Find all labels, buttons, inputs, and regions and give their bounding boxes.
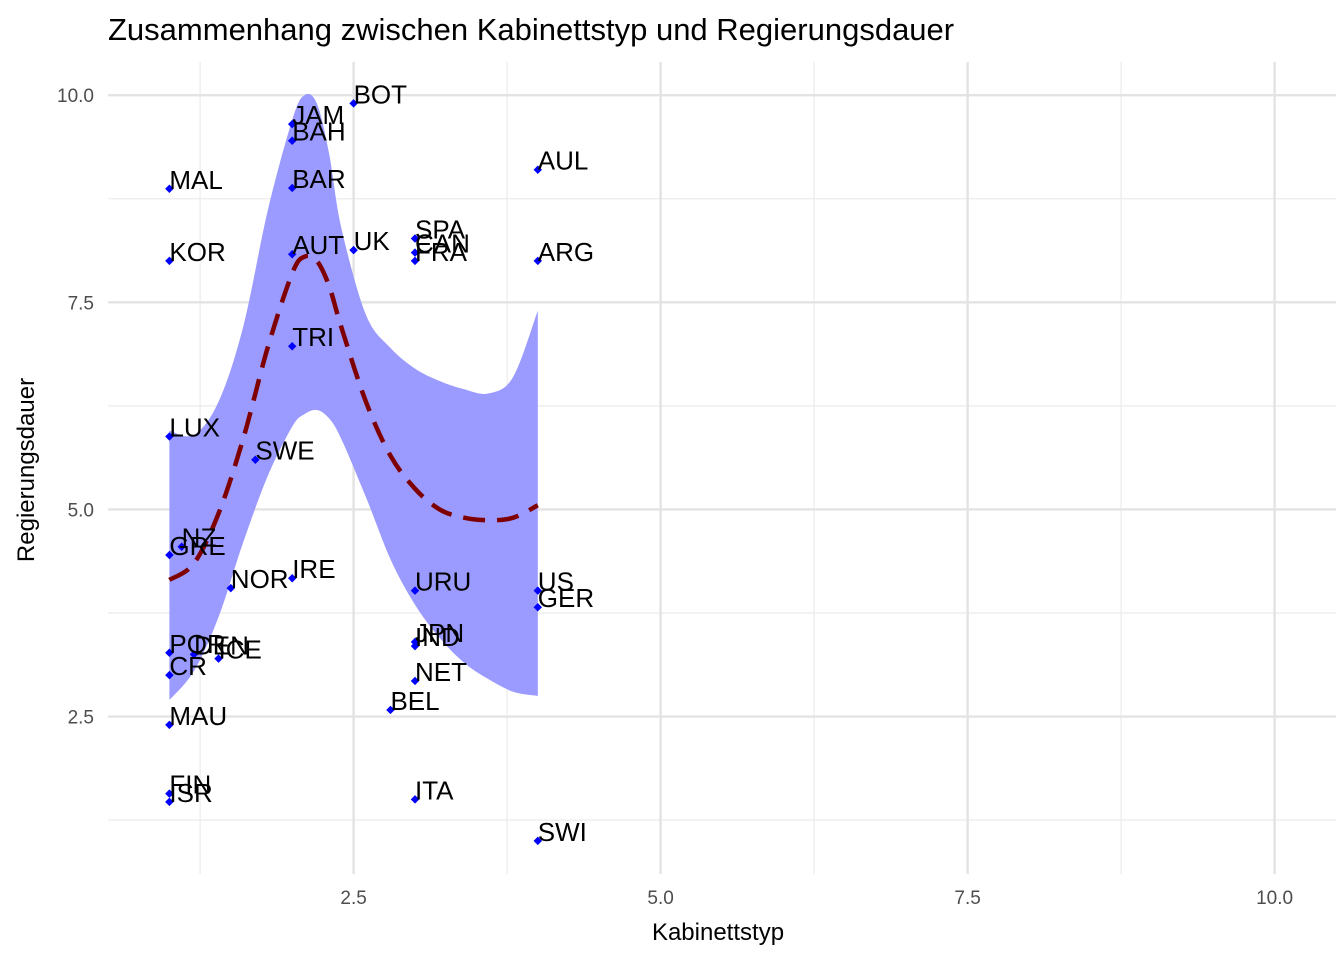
y-tick-label: 10.0 [57,86,94,107]
data-point-mal [165,184,174,194]
point-label-por: POR [169,629,225,659]
data-point-uk [349,245,358,255]
point-label-mau: MAU [169,701,227,731]
data-point-bel [386,705,395,715]
point-label-jpn: JPN [415,618,464,648]
x-axis-label: Kabinettstyp [652,919,784,946]
data-point-aut [287,249,297,259]
point-label-ire: IRE [292,554,335,584]
data-point-fra [410,256,420,266]
y-axis-ticks: 2.5 5.0 7.5 10.0 [57,86,94,728]
data-point-kor [165,256,174,266]
data-point-arg [533,256,543,266]
data-point-uru [410,586,420,595]
x-tick-label: 2.5 [340,888,366,909]
data-point-tri [287,341,297,351]
point-label-gre: GRE [169,531,225,561]
data-point-ire [287,573,297,583]
data-point-ita [410,795,420,804]
point-label-mal: MAL [169,165,222,195]
point-label-swi: SWI [538,817,587,847]
point-label-can: CAN [415,229,470,259]
point-label-uru: URU [415,567,471,597]
point-label-ger: GER [538,583,594,613]
x-axis-ticks: 2.5 5.0 7.5 10.0 [340,888,1293,909]
point-label-ind: IND [415,622,460,652]
confidence-band [169,93,538,700]
point-label-ice: ICE [219,635,262,665]
data-point-ger [533,602,543,612]
point-label-spa: SPA [415,214,466,244]
data-point-can [410,248,420,257]
data-point-swi [533,836,543,846]
data-point-swe [251,455,260,464]
smooth-trend-line [168,253,539,582]
data-point-bot [349,99,358,108]
point-label-swe: SWE [255,436,314,466]
point-label-lux: LUX [169,413,220,443]
data-point-jam [287,119,297,129]
y-axis-label: Regierungsdauer [13,378,40,562]
point-label-fra: FRA [415,237,468,267]
data-point-bar [287,183,297,193]
point-label-den: DEN [194,630,249,660]
point-label-us: US [538,567,574,597]
x-tick-label: 5.0 [647,888,673,909]
point-label-aut: AUT [292,230,344,260]
point-label-bah: BAH [292,117,345,147]
point-label-arg: ARG [538,237,594,267]
y-tick-label: 2.5 [68,708,94,729]
point-label-jam: JAM [292,100,344,130]
data-point-bah [287,136,297,145]
point-label-aul: AUL [538,146,589,176]
data-point-net [410,676,420,686]
point-label-bel: BEL [390,686,439,716]
point-label-uk: UK [354,226,391,256]
point-label-nz: NZ [182,523,217,553]
data-point-us [533,586,543,595]
point-label-bar: BAR [292,164,345,194]
point-label-cr: CR [169,651,207,681]
point-label-kor: KOR [169,237,225,267]
grid-major [108,62,1336,874]
point-label-nor: NOR [231,564,289,594]
y-tick-label: 7.5 [68,293,94,314]
data-point-lux [165,432,174,441]
point-label-isr: ISR [169,778,212,808]
point-label-bot: BOT [354,79,408,109]
data-point-ind [410,641,420,651]
point-label-fin: FIN [169,770,211,800]
point-label-ita: ITA [415,775,454,805]
chart-title: Zusammenhang zwischen Kabinettstyp und R… [108,12,954,47]
x-tick-label: 10.0 [1256,888,1293,909]
y-tick-label: 5.0 [68,500,94,521]
point-label-tri: TRI [292,322,334,352]
data-point-spa [410,234,420,243]
point-label-net: NET [415,657,467,687]
x-tick-label: 7.5 [954,888,980,909]
